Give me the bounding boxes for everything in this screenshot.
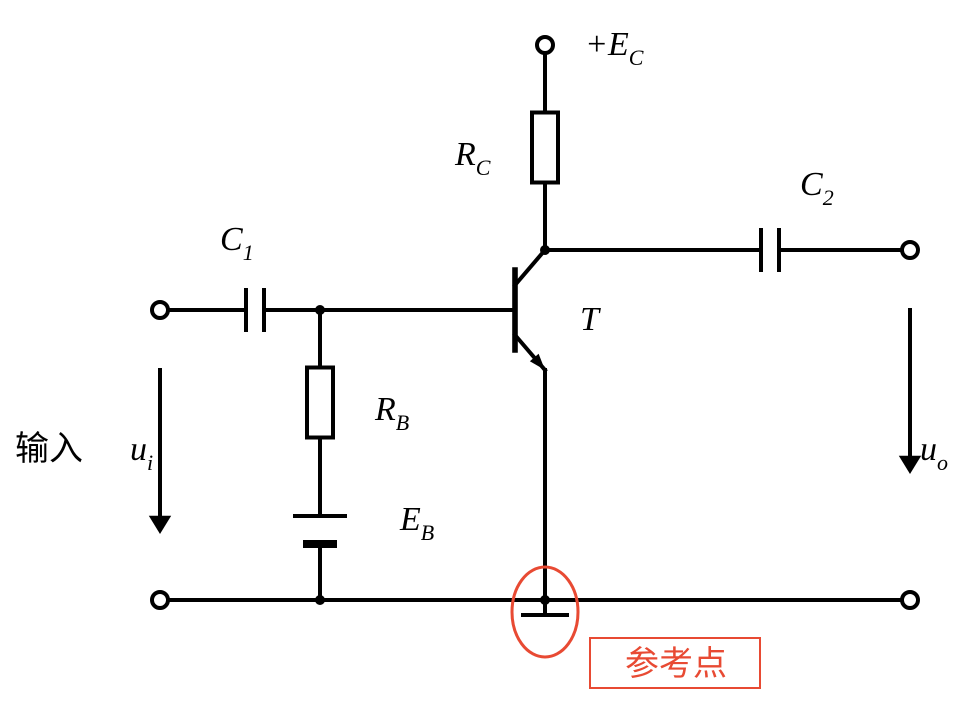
svg-text:C2: C2 (800, 166, 834, 210)
svg-text:C1: C1 (220, 221, 254, 265)
amplifier-circuit: +EC RC C2 C1 RB EB Tui uo 输入参考点 (0, 0, 975, 712)
svg-text:RC: RC (454, 136, 491, 180)
svg-text:+EC: +EC (585, 26, 644, 70)
svg-text:参考点: 参考点 (625, 645, 727, 683)
svg-text:ui: ui (130, 431, 153, 475)
svg-text:T: T (580, 301, 601, 338)
svg-text:RB: RB (374, 391, 409, 435)
svg-text:EB: EB (399, 501, 434, 545)
svg-text:输入: 输入 (15, 430, 83, 468)
svg-text:uo: uo (920, 431, 948, 475)
